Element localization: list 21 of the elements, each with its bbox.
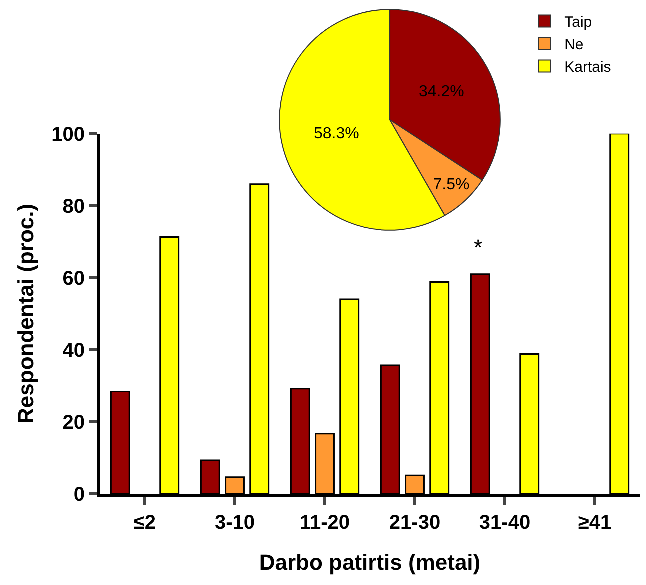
x-tick-label: ≤2 xyxy=(134,512,156,534)
y-axis-title: Respondentai (proc.) xyxy=(13,204,38,424)
y-tick-label: 40 xyxy=(62,340,85,362)
x-axis-title: Darbo patirtis (metai) xyxy=(259,550,481,575)
x-tick-label: 3-10 xyxy=(214,512,256,534)
legend-label: Kartais xyxy=(564,59,612,76)
data-label: 34.2% xyxy=(418,84,464,101)
data-label: 7.5% xyxy=(433,176,470,194)
annotation: * xyxy=(474,235,483,260)
legend-label: Ne xyxy=(564,36,584,54)
y-tick-label: 60 xyxy=(62,268,85,290)
y-tick-label: 0 xyxy=(74,484,85,506)
x-tick-label: ≥41 xyxy=(578,512,612,534)
x-tick-label: 21-30 xyxy=(389,512,441,534)
y-tick-label: 20 xyxy=(62,412,85,434)
legend-label: Taip xyxy=(564,14,592,32)
y-tick-label: 100 xyxy=(52,124,85,146)
y-tick-label: 80 xyxy=(62,196,85,218)
data-label: 58.3% xyxy=(314,126,360,143)
x-tick-label: 11-20 xyxy=(300,512,350,534)
x-tick-label: 31-40 xyxy=(479,512,531,534)
